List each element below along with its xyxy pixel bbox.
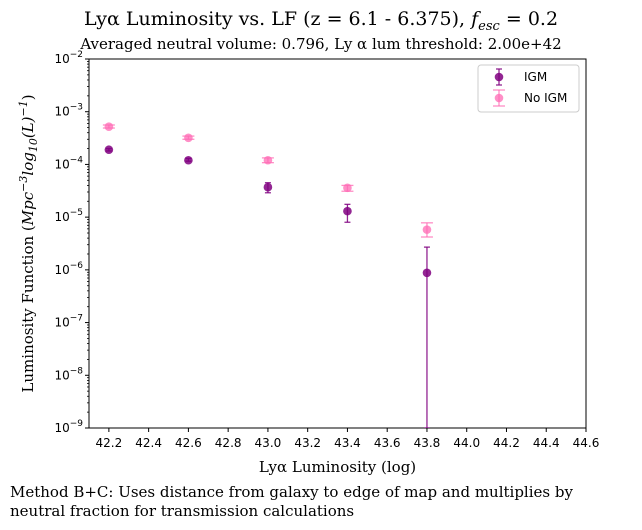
data-point — [104, 145, 114, 155]
legend-label: IGM — [524, 70, 547, 84]
y-tick-label: 10−3 — [54, 103, 83, 119]
x-tick-label: 44.6 — [573, 436, 600, 450]
y-tick-label: 10−7 — [54, 314, 83, 330]
legend-label: No IGM — [524, 91, 567, 105]
x-tick-label: 42.4 — [135, 436, 162, 450]
x-tick-label: 42.6 — [175, 436, 202, 450]
x-tick-label: 43.8 — [414, 436, 441, 450]
data-point — [422, 268, 432, 278]
y-tick-label: 10−8 — [54, 366, 83, 382]
data-point — [343, 206, 352, 216]
legend-marker — [494, 72, 504, 82]
y-tick-label: 10−2 — [54, 50, 83, 66]
x-tick-label: 44.2 — [493, 436, 520, 450]
y-tick-label: 10−6 — [54, 261, 83, 277]
x-tick-label: 43.4 — [334, 436, 361, 450]
caption-line-2: neutral fraction for transmission calcul… — [10, 502, 355, 520]
figure-caption: Method B+C: Uses distance from galaxy to… — [10, 483, 640, 521]
x-tick-label: 43.6 — [374, 436, 401, 450]
x-axis-label: Lyα Luminosity (log) — [259, 458, 416, 476]
y-tick-label: 10−4 — [54, 155, 83, 171]
chart-subtitle: Averaged neutral volume: 0.796, Ly α lum… — [80, 35, 562, 53]
data-layer — [102, 122, 433, 428]
y-axis-label: Luminosity Function (Mpc−3log10(L)−1) — [17, 94, 40, 392]
x-tick-label: 44.0 — [453, 436, 480, 450]
x-tick-label: 42.8 — [215, 436, 242, 450]
fesc-symbol: fesc — [471, 8, 500, 34]
x-tick-label: 43.2 — [294, 436, 321, 450]
caption-line-1: Method B+C: Uses distance from galaxy to… — [10, 483, 573, 501]
y-tick-label: 10−5 — [54, 208, 83, 224]
x-tick-label: 43.0 — [255, 436, 282, 450]
data-point — [263, 182, 273, 192]
data-point — [263, 155, 273, 165]
data-point — [422, 225, 432, 234]
data-point — [343, 183, 352, 193]
data-point — [104, 122, 114, 131]
chart-title: Lyα Luminosity vs. LF (z = 6.1 - 6.375),… — [83, 8, 559, 34]
plot-frame — [88, 58, 587, 429]
data-point — [184, 155, 193, 165]
data-point — [184, 133, 193, 143]
x-tick-label: 44.4 — [533, 436, 560, 450]
y-tick-label: 10−9 — [54, 419, 83, 435]
x-tick-label: 42.2 — [96, 436, 123, 450]
legend-marker — [494, 93, 504, 103]
